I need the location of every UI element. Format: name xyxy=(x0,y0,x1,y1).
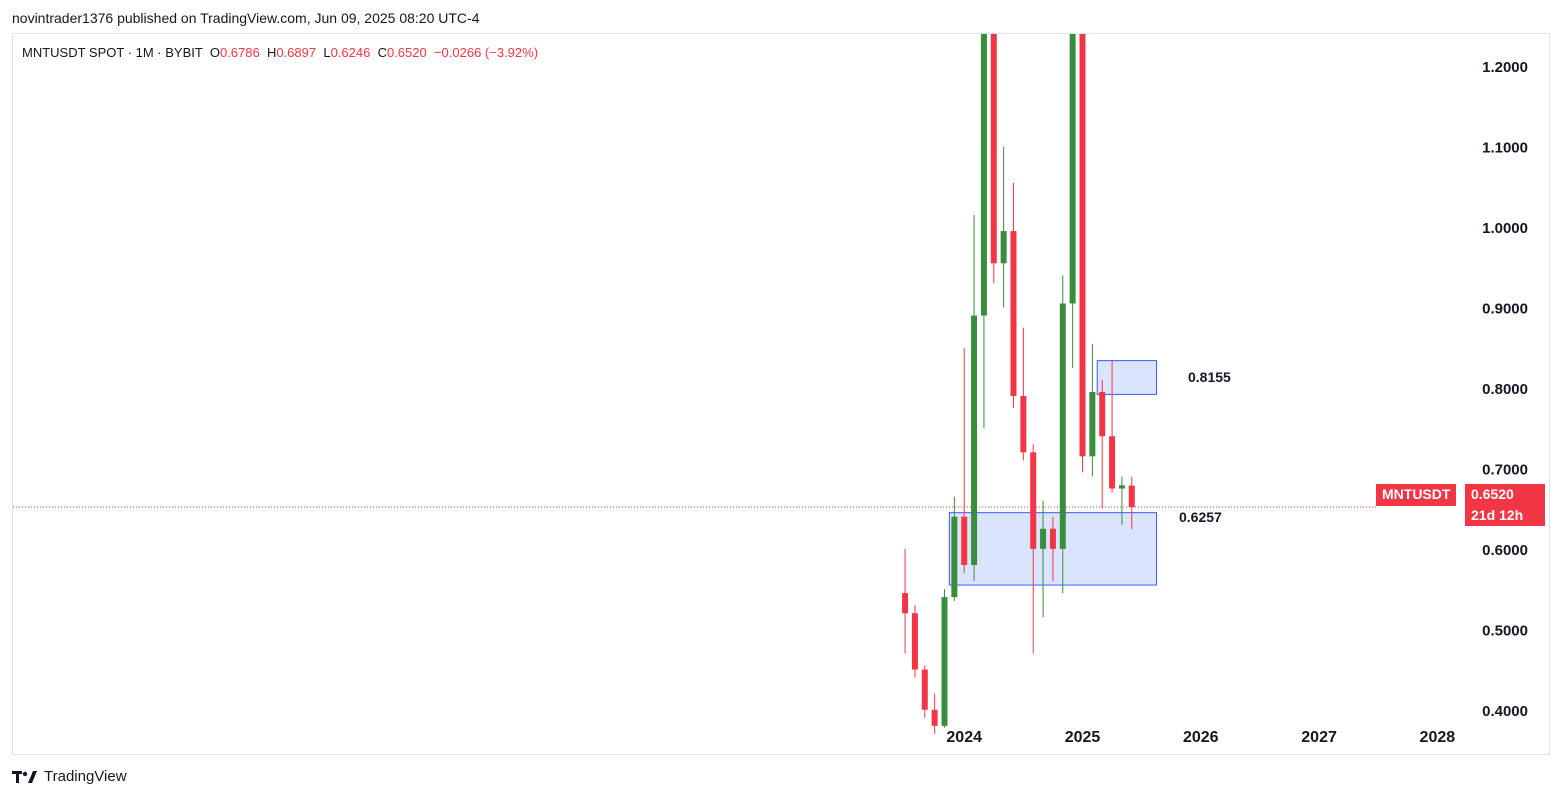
zone-box xyxy=(1096,360,1157,395)
candle xyxy=(931,693,938,734)
candle-body xyxy=(1030,452,1037,549)
candle xyxy=(902,548,909,654)
candle xyxy=(1040,500,1047,618)
candle xyxy=(990,34,997,284)
candle xyxy=(911,605,918,678)
candle-body xyxy=(1020,396,1027,453)
zone-label-upper: 0.8155 xyxy=(1188,369,1231,385)
candle xyxy=(1079,34,1086,473)
candle xyxy=(1000,146,1007,308)
candle-body xyxy=(1049,528,1056,549)
y-tick-label: 0.5000 xyxy=(1482,622,1528,639)
candle-body xyxy=(921,669,928,710)
publisher-line: novintrader1376 published on TradingView… xyxy=(12,10,480,26)
y-tick-label: 0.7000 xyxy=(1482,461,1528,478)
candle-body xyxy=(1099,391,1106,437)
legend-low-value: 0.6246 xyxy=(330,45,371,60)
candle-body xyxy=(1089,391,1096,457)
legend-close-label: C xyxy=(377,45,387,60)
candle-body xyxy=(951,516,958,598)
legend-close-value: 0.6520 xyxy=(386,45,427,60)
x-tick-label: 2028 xyxy=(1420,729,1456,746)
symbol-price-tag: MNTUSDT xyxy=(1376,484,1457,506)
candle-body xyxy=(1010,231,1017,397)
candle-body xyxy=(1118,485,1125,489)
footer-brand[interactable]: TradingView xyxy=(12,768,127,785)
candle-body xyxy=(1069,34,1076,304)
candle xyxy=(1109,359,1116,493)
legend-low-label: L xyxy=(323,45,331,60)
candle-body xyxy=(1059,303,1066,549)
y-tick-label: 0.4000 xyxy=(1482,703,1528,720)
candles-layer xyxy=(902,34,1135,734)
chart-frame[interactable] xyxy=(12,33,1550,755)
footer-brand-label: TradingView xyxy=(44,768,127,785)
legend-open-label: O xyxy=(209,45,220,60)
candle-body xyxy=(902,593,909,614)
candle xyxy=(971,215,978,582)
candle-body xyxy=(980,34,987,316)
legend-change: −0.0266 (−3.92%) xyxy=(433,45,539,60)
candle xyxy=(1089,343,1096,477)
candle xyxy=(1059,275,1066,594)
x-tick-label: 2026 xyxy=(1183,729,1219,746)
candle-body xyxy=(971,315,978,565)
candle xyxy=(1030,444,1037,654)
candle-body xyxy=(941,597,948,726)
candle xyxy=(1049,516,1056,582)
y-tick-label: 0.8000 xyxy=(1482,381,1528,398)
candle xyxy=(1128,476,1135,530)
y-axis: 1.2000 1.1000 1.0000 0.9000 0.8000 0.7000 0.60… xyxy=(1482,59,1528,720)
tradingview-logo-icon xyxy=(12,770,38,784)
candle-body xyxy=(911,613,918,670)
legend-high-value: 0.6897 xyxy=(276,45,317,60)
candle-body xyxy=(1128,485,1135,508)
candle-body xyxy=(931,709,938,726)
legend-open-value: 0.6786 xyxy=(219,45,260,60)
candle-body xyxy=(990,34,997,264)
x-tick-label: 2027 xyxy=(1301,729,1337,746)
candle xyxy=(1020,327,1027,461)
countdown-tag: 21d 12h xyxy=(1465,506,1545,526)
candle xyxy=(941,589,948,728)
candle-body xyxy=(1000,231,1007,264)
y-tick-label: 0.9000 xyxy=(1482,301,1528,318)
candle xyxy=(1069,34,1076,368)
y-tick-label: 1.1000 xyxy=(1482,140,1528,157)
legend-symbol: MNTUSDT SPOT · 1M · BYBIT xyxy=(22,45,203,60)
y-tick-label: 1.2000 xyxy=(1482,59,1528,76)
x-tick-label: 2024 xyxy=(946,729,982,746)
y-tick-label: 0.6000 xyxy=(1482,542,1528,559)
candle-body xyxy=(1040,528,1047,549)
candle-body xyxy=(961,516,968,565)
current-price-tag: 0.6520 xyxy=(1465,484,1545,506)
candle xyxy=(951,496,958,602)
ohlc-legend: MNTUSDT SPOT · 1M · BYBIT O0.6786 H0.689… xyxy=(22,45,538,60)
candle xyxy=(1099,379,1106,509)
y-tick-label: 1.0000 xyxy=(1482,220,1528,237)
candle xyxy=(1010,182,1017,409)
candle xyxy=(921,665,928,718)
candle-body xyxy=(1109,436,1116,489)
candle xyxy=(980,34,987,429)
x-tick-label: 2025 xyxy=(1065,729,1101,746)
candle xyxy=(1118,476,1125,525)
zone-label-lower: 0.6257 xyxy=(1179,509,1222,525)
x-axis: 2024 2025 2026 2027 2028 xyxy=(946,729,1455,746)
legend-high-label: H xyxy=(266,45,277,60)
candle xyxy=(961,347,968,573)
candle-body xyxy=(1079,34,1086,457)
